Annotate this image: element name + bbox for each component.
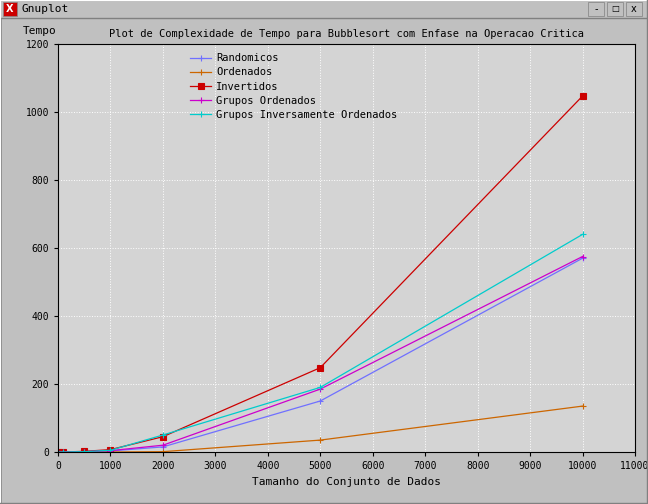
- Grupos Ordenados: [80, 449, 88, 455]
- Invertidos: [106, 447, 114, 453]
- Grupos Ordenados: [579, 254, 586, 260]
- Ordenados: [106, 449, 114, 455]
- Randomicos: [316, 398, 324, 404]
- Grupos Inversamente Ordenados: [80, 449, 88, 455]
- Invertidos: [80, 448, 88, 454]
- Text: Tempo: Tempo: [23, 26, 56, 36]
- Grupos Inversamente Ordenados: [60, 449, 67, 455]
- Ordenados: [316, 437, 324, 443]
- Line: Grupos Ordenados: Grupos Ordenados: [54, 253, 586, 456]
- Ordenados: [159, 449, 167, 455]
- Text: □: □: [611, 5, 619, 14]
- Bar: [3, 2, 17, 16]
- Line: Ordenados: Ordenados: [54, 403, 586, 456]
- Randomicos: [80, 449, 88, 455]
- Grupos Inversamente Ordenados: [159, 432, 167, 438]
- Grupos Ordenados: [316, 386, 324, 392]
- Invertidos: [579, 93, 586, 99]
- Grupos Inversamente Ordenados: [54, 449, 62, 455]
- Bar: [607, 2, 623, 16]
- Randomicos: [579, 255, 586, 261]
- X-axis label: Tamanho do Conjunto de Dados: Tamanho do Conjunto de Dados: [252, 477, 441, 486]
- Legend: Randomicos, Ordenados, Invertidos, Grupos Ordenados, Grupos Inversamente Ordenad: Randomicos, Ordenados, Invertidos, Grupo…: [190, 53, 397, 120]
- Invertidos: [316, 365, 324, 371]
- Grupos Inversamente Ordenados: [106, 447, 114, 453]
- Grupos Ordenados: [159, 442, 167, 448]
- Ordenados: [60, 449, 67, 455]
- Bar: [1, 1, 647, 18]
- Line: Invertidos: Invertidos: [55, 93, 585, 455]
- Text: X: X: [6, 4, 14, 14]
- Randomicos: [159, 444, 167, 450]
- Grupos Ordenados: [106, 448, 114, 454]
- Bar: [626, 2, 642, 16]
- Ordenados: [80, 449, 88, 455]
- Line: Randomicos: Randomicos: [54, 255, 586, 456]
- Invertidos: [60, 449, 67, 455]
- Grupos Ordenados: [60, 449, 67, 455]
- Grupos Inversamente Ordenados: [316, 385, 324, 391]
- Grupos Inversamente Ordenados: [579, 231, 586, 237]
- Title: Plot de Complexidade de Tempo para Bubblesort com Enfase na Operacao Critica: Plot de Complexidade de Tempo para Bubbl…: [109, 29, 584, 39]
- Ordenados: [54, 449, 62, 455]
- Grupos Ordenados: [54, 449, 62, 455]
- Text: x: x: [631, 4, 637, 14]
- Text: -: -: [594, 4, 597, 14]
- Bar: [588, 2, 604, 16]
- Invertidos: [54, 449, 62, 455]
- Line: Grupos Inversamente Ordenados: Grupos Inversamente Ordenados: [54, 231, 586, 456]
- Text: Gnuplot: Gnuplot: [22, 4, 69, 14]
- Ordenados: [579, 403, 586, 409]
- Randomicos: [54, 449, 62, 455]
- Randomicos: [60, 449, 67, 455]
- Invertidos: [159, 433, 167, 439]
- Randomicos: [106, 448, 114, 454]
